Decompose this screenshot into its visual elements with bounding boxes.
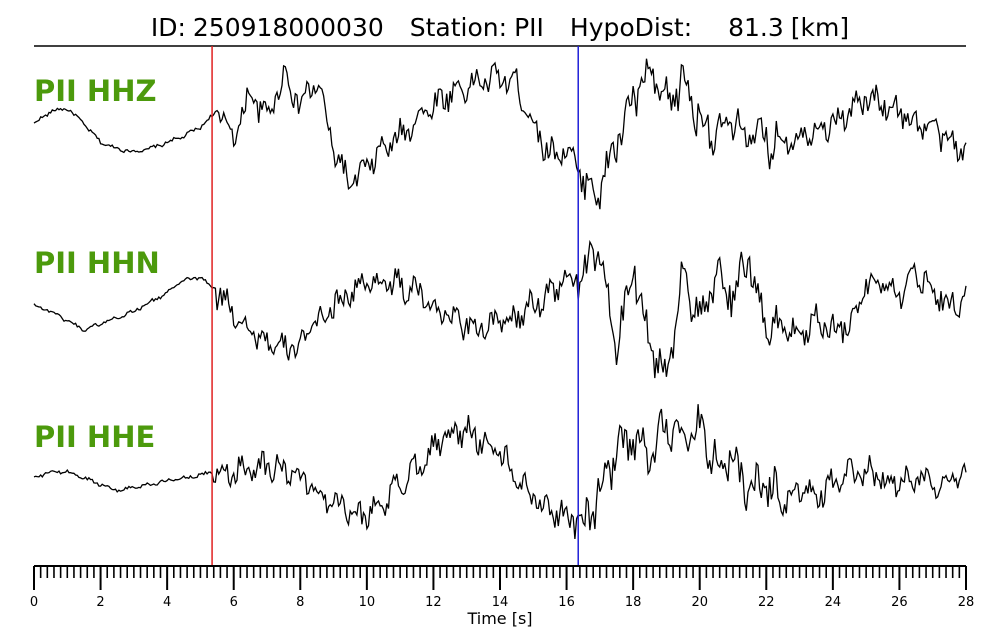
tick-label: 22 bbox=[758, 595, 775, 610]
tick-label: 28 bbox=[958, 595, 975, 610]
event-id-value: 250918000030 bbox=[193, 13, 384, 42]
tick-label: 14 bbox=[492, 595, 509, 610]
id-label: ID: bbox=[151, 13, 186, 42]
trace-pii-hhe bbox=[33, 404, 967, 539]
tick-label: 24 bbox=[825, 595, 842, 610]
trace-pii-hhz bbox=[33, 58, 967, 210]
trace-label-hhz: PII HHZ bbox=[34, 74, 157, 108]
tick-label: 4 bbox=[163, 595, 171, 610]
station-label: Station: bbox=[410, 13, 507, 42]
phase-picks bbox=[211, 46, 579, 566]
tick-label: 10 bbox=[359, 595, 376, 610]
tick-label: 16 bbox=[558, 595, 575, 610]
tick-label: 26 bbox=[891, 595, 908, 610]
station-value: PII bbox=[514, 13, 544, 42]
hypodist-label: HypoDist: bbox=[570, 13, 692, 42]
trace-pii-hhn bbox=[33, 239, 967, 379]
trace-label-hhn: PII HHN bbox=[34, 246, 160, 280]
tick-label: 18 bbox=[625, 595, 642, 610]
tick-label: 20 bbox=[691, 595, 708, 610]
tick-label: 8 bbox=[296, 595, 304, 610]
time-axis-ticks bbox=[33, 566, 967, 590]
figure-title: ID: 250918000030 Station: PII HypoDist: 81.3[… bbox=[151, 13, 849, 42]
x-axis-label: Time [s] bbox=[466, 609, 532, 628]
hypodist-value: 81.3 bbox=[728, 13, 784, 42]
trace-label-hhe: PII HHE bbox=[34, 420, 155, 454]
trace-group bbox=[33, 58, 967, 539]
time-axis-tick-labels: 0 2 4 6 8 10 12 14 16 18 20 22 24 26 28 bbox=[30, 595, 974, 610]
tick-label: 0 bbox=[30, 595, 38, 610]
tick-label: 12 bbox=[425, 595, 442, 610]
tick-label: 6 bbox=[230, 595, 238, 610]
tick-label: 2 bbox=[96, 595, 104, 610]
hypodist-unit: [km] bbox=[791, 13, 849, 42]
